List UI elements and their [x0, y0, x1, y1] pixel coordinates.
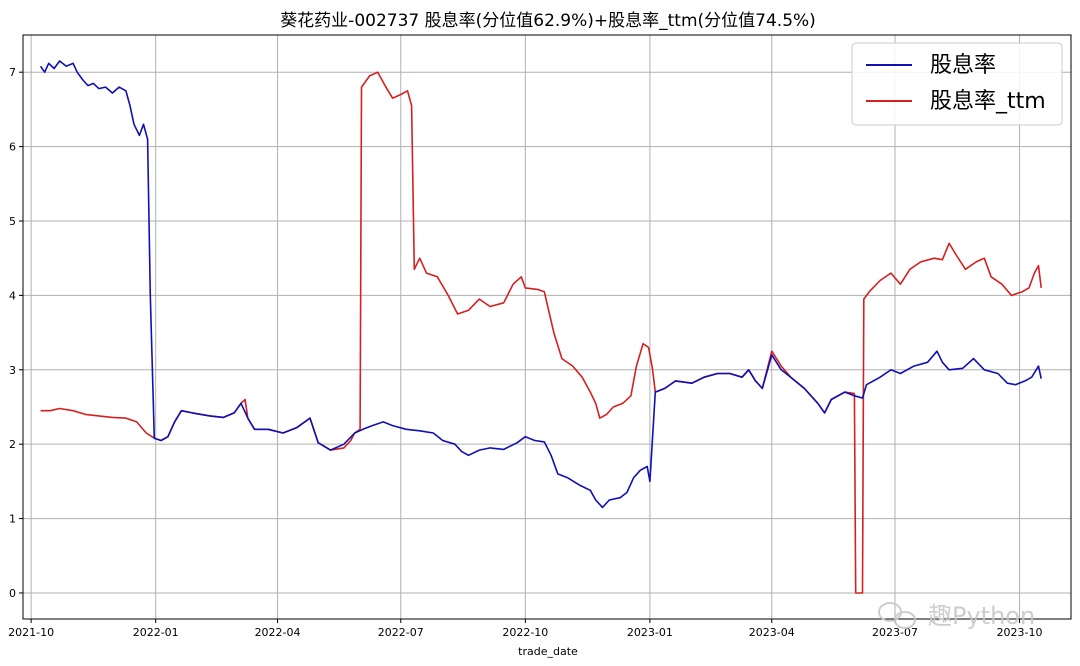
x-tick-label: 2021-10 [8, 626, 54, 639]
watermark-text: 趣Python [928, 602, 1035, 630]
legend-label-dividend-yield: 股息率 [930, 53, 996, 78]
x-tick-label: 2022-04 [255, 626, 301, 639]
x-tick-label: 2023-07 [872, 626, 918, 639]
series-line-dividend-yield [39, 60, 1042, 509]
y-tick-label: 6 [9, 141, 16, 154]
x-tick-label: 2022-10 [502, 626, 548, 639]
x-axis-ticks: 2021-10 2022-01 2022-04 2022-07 2022-10 2023-… [8, 619, 1043, 639]
x-tick-label: 2023-10 [997, 626, 1043, 639]
y-tick-label: 4 [9, 289, 16, 302]
chart-title: 葵花药业-002737 股息率(分位值62.9%)+股息率_ttm(分位值74.… [280, 11, 816, 31]
series-line-dividend-yield-ttm [40, 71, 1042, 594]
watermark: 趣Python [878, 602, 1035, 630]
legend: 股息率 股息率_ttm [851, 42, 1063, 126]
y-tick-label: 2 [9, 438, 16, 451]
y-tick-label: 0 [9, 587, 16, 600]
grid-lines [23, 35, 1071, 619]
y-tick-label: 7 [9, 66, 16, 79]
x-tick-label: 2022-07 [378, 626, 424, 639]
wechat-icon [878, 602, 916, 629]
y-axis-ticks: 0 1 2 3 4 5 6 7 [9, 66, 23, 600]
y-tick-label: 5 [9, 215, 16, 228]
legend-box [851, 42, 1063, 126]
x-tick-label: 2023-01 [627, 626, 673, 639]
y-tick-label: 3 [9, 364, 16, 377]
x-tick-label: 2023-04 [749, 626, 795, 639]
x-axis-label: trade_date [518, 645, 578, 658]
legend-label-dividend-yield-ttm: 股息率_ttm [930, 89, 1046, 114]
series-lines [39, 60, 1042, 594]
x-tick-label: 2022-01 [133, 626, 179, 639]
y-tick-label: 1 [9, 513, 16, 526]
plot-frame [22, 34, 1072, 620]
